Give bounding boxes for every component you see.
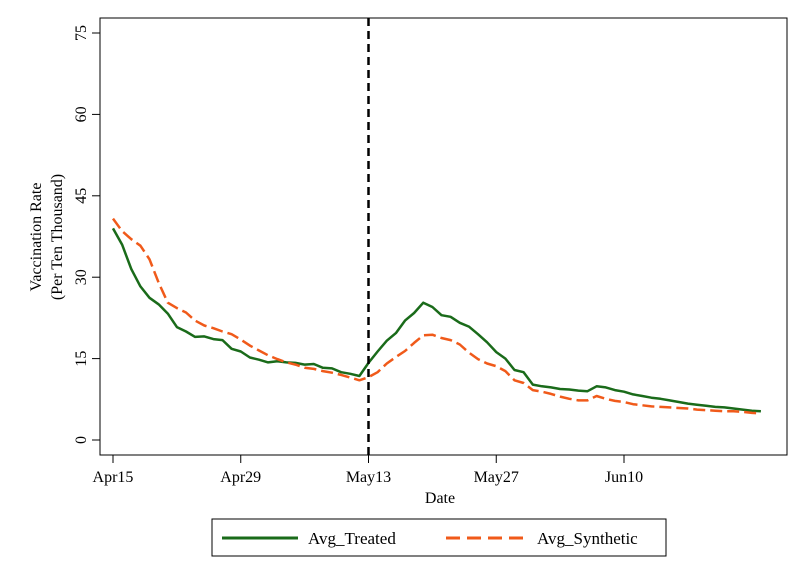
y-axis-title-line-2: (Per Ten Thousand)	[49, 174, 66, 300]
series-line-avg-treated	[111, 227, 761, 413]
legend-label-avg-synthetic: Avg_Synthetic	[537, 529, 638, 548]
y-tick-label: 15	[73, 351, 90, 367]
x-tick-label: Jun10	[605, 469, 643, 486]
axes: 0 15 30 45 60 75 Apr15 Apr29 May13 May27 Jun10	[73, 17, 788, 486]
legend: Avg_Treated Avg_Synthetic	[211, 518, 667, 557]
x-axis-title: Date	[425, 490, 455, 507]
x-tick-label: Apr29	[220, 469, 261, 486]
series-line-avg-synthetic	[111, 217, 761, 415]
plot-area	[111, 18, 761, 455]
y-tick-label: 45	[73, 188, 90, 204]
x-tick-label: May13	[346, 469, 391, 486]
legend-label-avg-treated: Avg_Treated	[308, 529, 396, 548]
y-tick-label: 0	[73, 436, 90, 444]
y-tick-label: 75	[73, 25, 90, 41]
plot-frame	[99, 17, 788, 456]
x-tick-label: May27	[474, 469, 519, 486]
y-tick-label: 30	[73, 269, 90, 285]
y-axis-title-line-1: Vaccination Rate	[28, 183, 45, 292]
legend-box	[211, 518, 667, 557]
x-tick-label: Apr15	[93, 469, 134, 486]
y-tick-label: 60	[73, 106, 90, 122]
